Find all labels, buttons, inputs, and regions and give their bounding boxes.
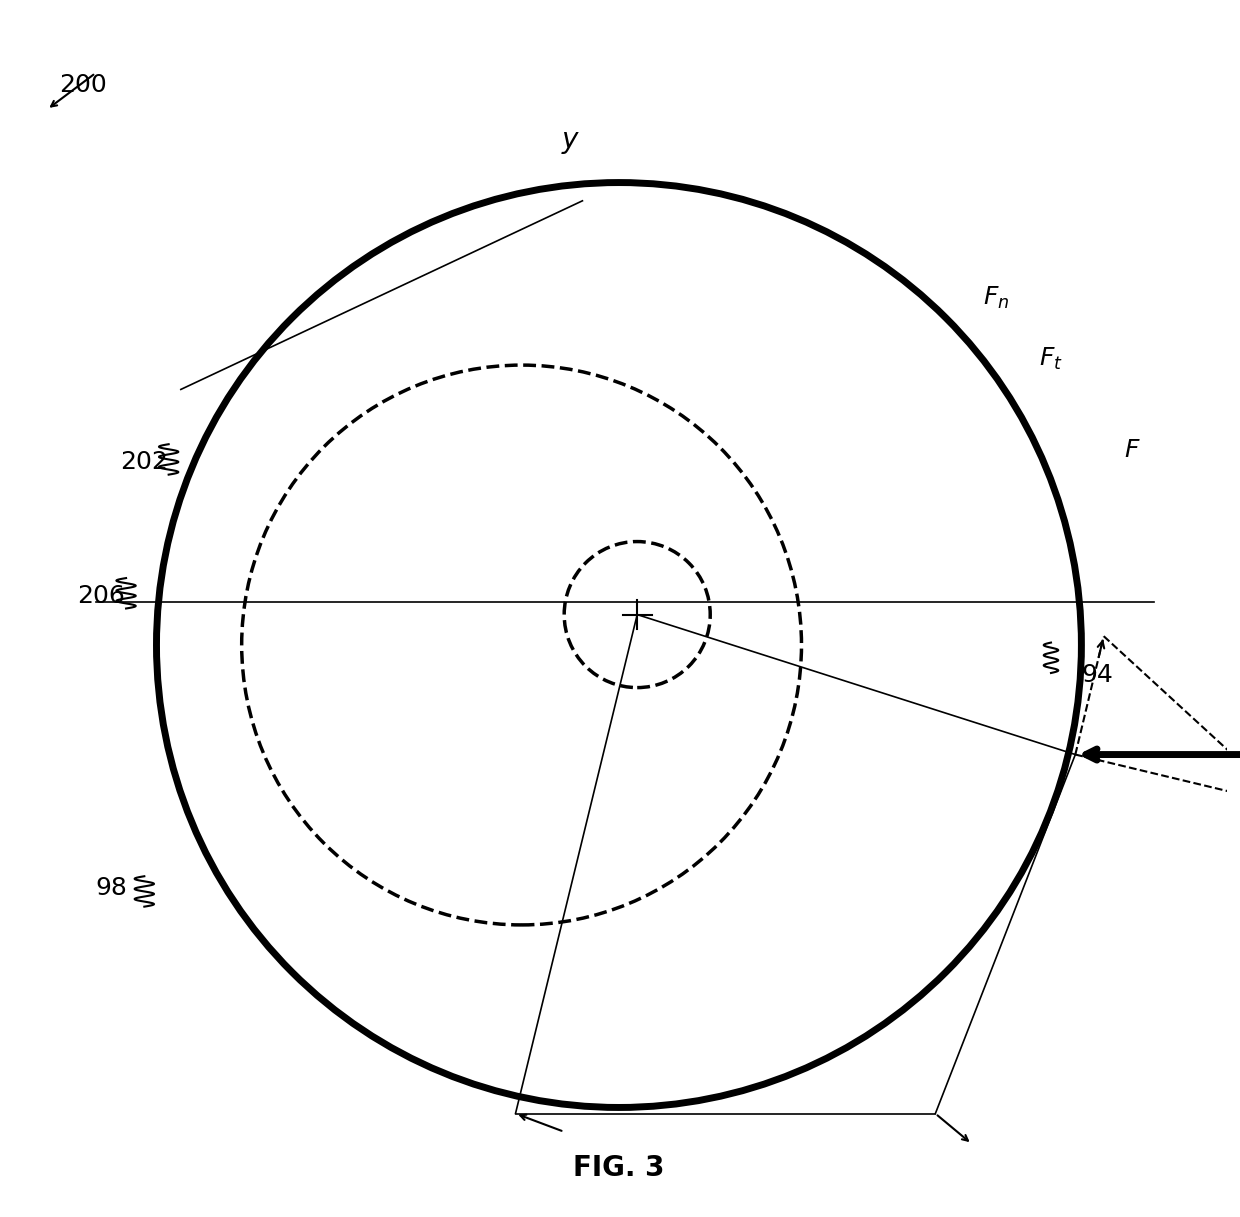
Text: 206: 206 — [77, 584, 125, 608]
Text: 202: 202 — [120, 450, 167, 475]
Text: 200: 200 — [60, 73, 107, 97]
Text: 94: 94 — [1081, 663, 1114, 688]
Text: $F_t$: $F_t$ — [1039, 346, 1063, 372]
Text: y: y — [562, 125, 578, 155]
Text: 98: 98 — [95, 876, 128, 901]
Text: $F$: $F$ — [1123, 438, 1141, 462]
Text: FIG. 3: FIG. 3 — [573, 1154, 665, 1183]
Text: $F_n$: $F_n$ — [983, 285, 1009, 312]
